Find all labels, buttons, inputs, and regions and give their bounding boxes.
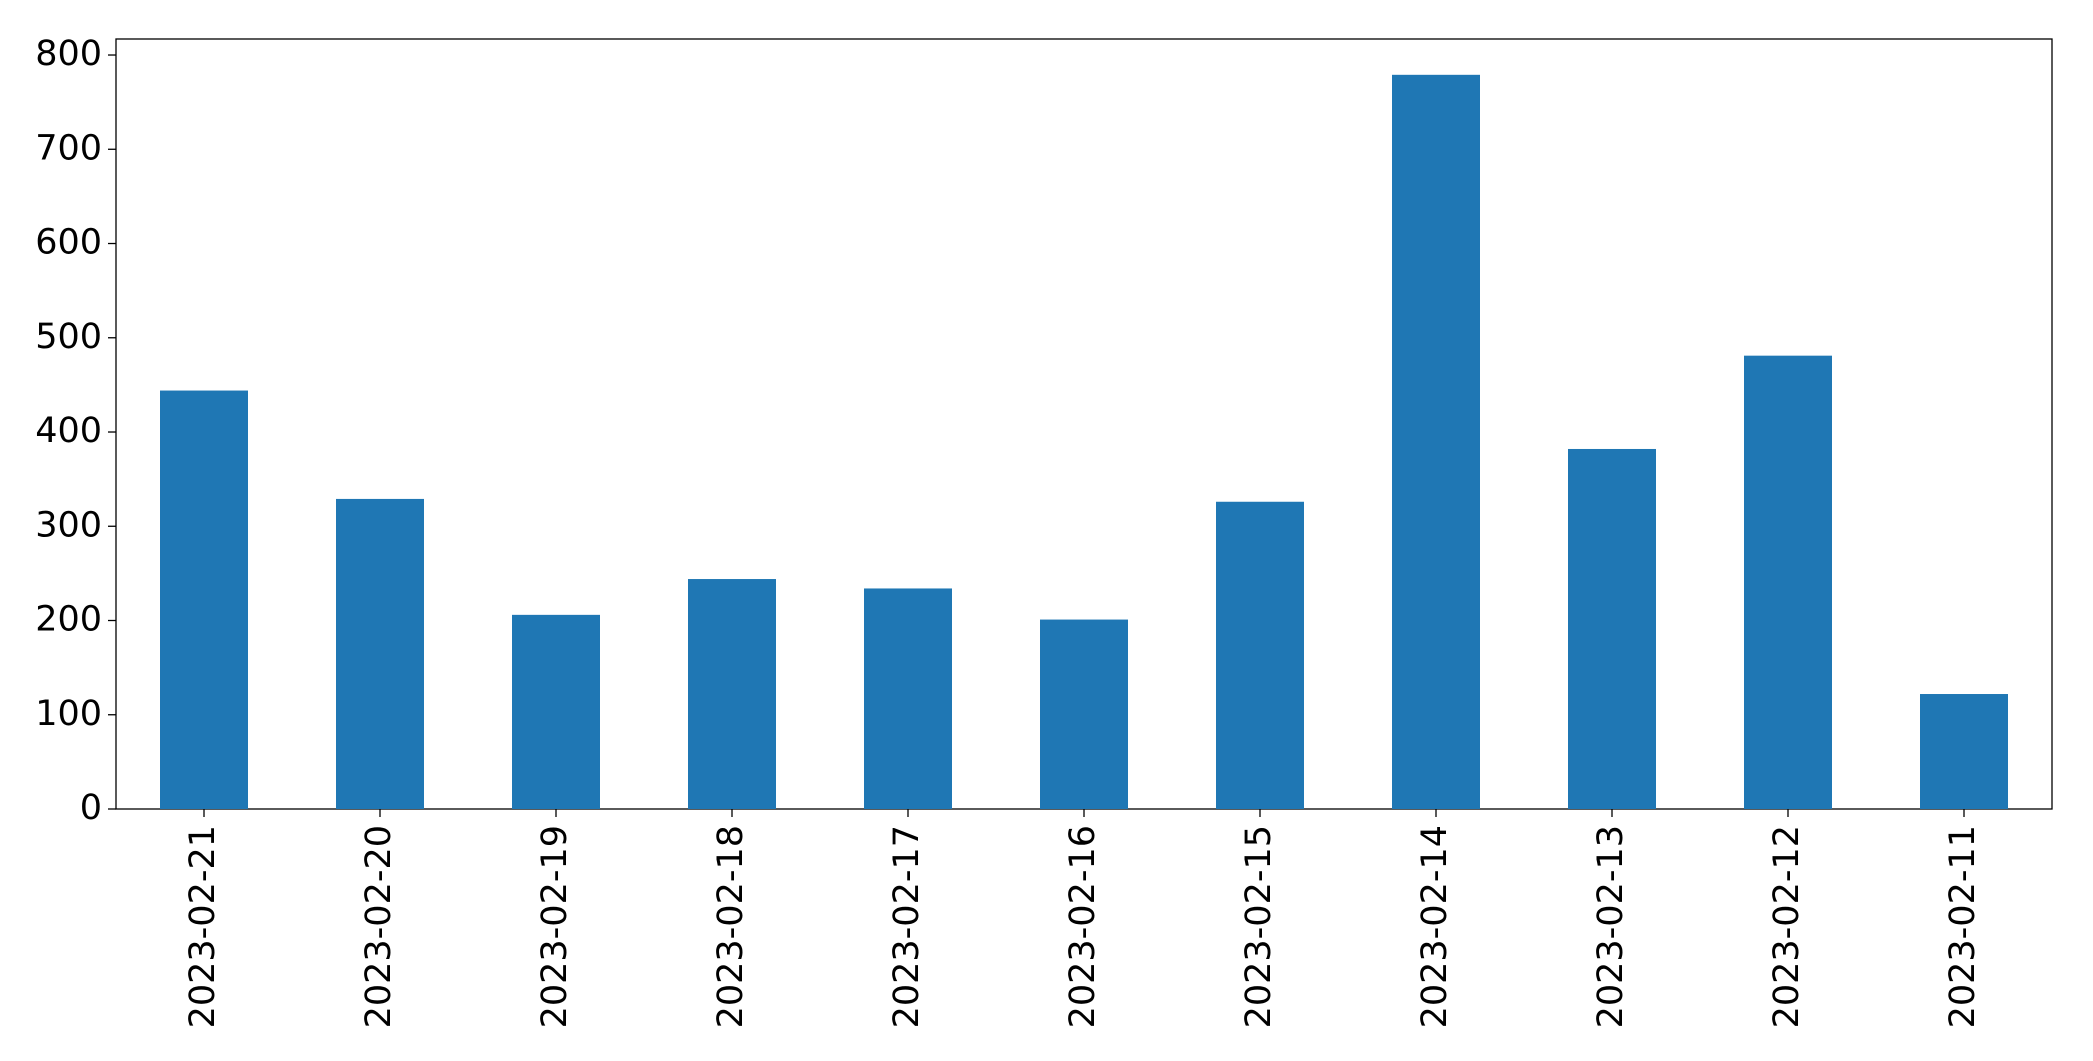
bar xyxy=(1216,501,1304,809)
bar xyxy=(1744,355,1832,809)
bar xyxy=(1920,694,2008,809)
y-tick-label: 700 xyxy=(35,128,102,168)
y-tick-label: 800 xyxy=(35,34,102,74)
bar xyxy=(1568,448,1656,809)
bar xyxy=(1040,619,1128,809)
x-tick-label: 2023-02-15 xyxy=(1239,825,1279,1028)
x-tick-label: 2023-02-20 xyxy=(359,825,399,1028)
y-tick-label: 300 xyxy=(35,505,102,545)
x-tick-label: 2023-02-12 xyxy=(1767,825,1807,1028)
bar xyxy=(160,390,248,809)
x-tick-label: 2023-02-17 xyxy=(887,825,927,1028)
x-tick-label: 2023-02-19 xyxy=(535,825,575,1028)
y-tick-label: 500 xyxy=(35,317,102,357)
bar xyxy=(1392,74,1480,809)
bar xyxy=(512,614,600,809)
x-tick-label: 2023-02-14 xyxy=(1415,825,1455,1028)
y-tick-label: 600 xyxy=(35,223,102,263)
x-tick-label: 2023-02-13 xyxy=(1591,825,1631,1028)
y-tick-label: 100 xyxy=(35,694,102,734)
bar xyxy=(336,498,424,809)
x-tick-label: 2023-02-18 xyxy=(711,825,751,1028)
bar xyxy=(688,579,776,809)
x-tick-label: 2023-02-21 xyxy=(183,825,223,1028)
x-tick-label: 2023-02-11 xyxy=(1943,825,1983,1028)
y-tick-label: 200 xyxy=(35,600,102,640)
y-tick-label: 400 xyxy=(35,411,102,451)
x-tick-label: 2023-02-16 xyxy=(1063,825,1103,1028)
bar xyxy=(864,588,952,809)
y-tick-label: 0 xyxy=(80,788,102,828)
